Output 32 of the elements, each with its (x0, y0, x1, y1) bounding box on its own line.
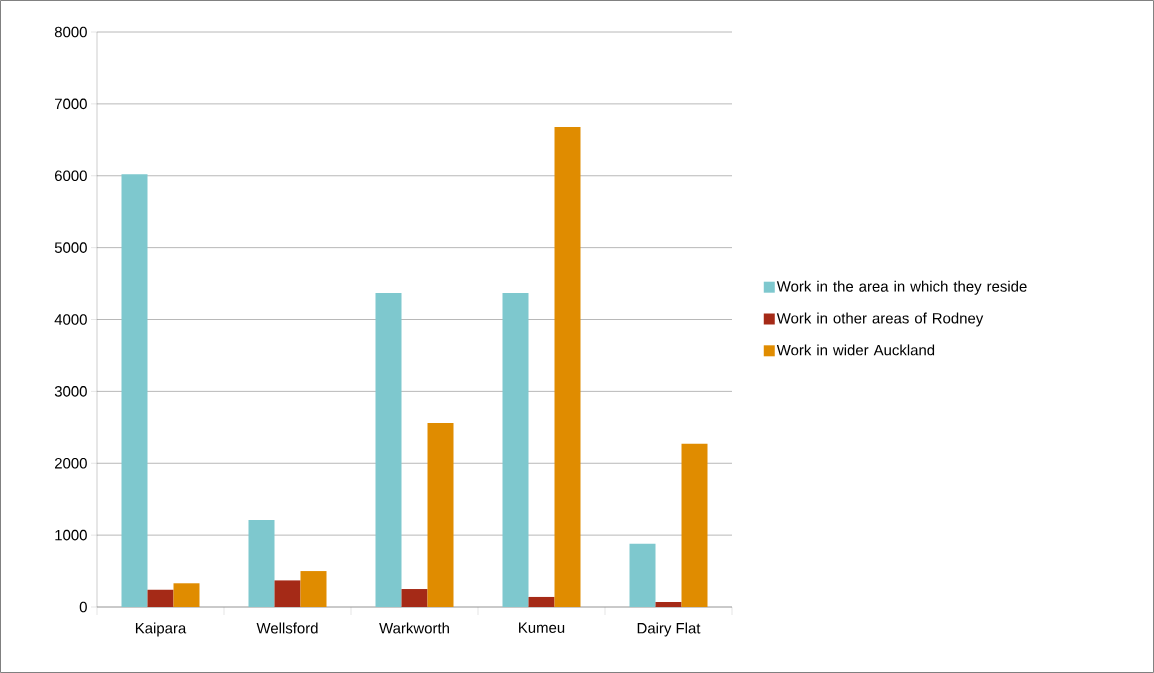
y-tick-label: 2000 (54, 457, 87, 469)
bar (121, 174, 148, 607)
bar (629, 543, 656, 607)
bar (274, 580, 301, 607)
x-tick-label: Dairy Flat (637, 622, 701, 637)
bar (655, 601, 682, 607)
bar (300, 571, 327, 607)
y-tick-label: 3000 (54, 386, 87, 397)
bar (502, 292, 529, 607)
y-tick-label: 1000 (55, 529, 87, 541)
bar (173, 583, 200, 607)
bar (375, 292, 402, 607)
y-tick-label: 4000 (54, 314, 87, 325)
bar (427, 423, 454, 607)
x-tick-label: Warkworth (379, 622, 449, 634)
x-tick-label: Wellsford (256, 622, 318, 634)
y-tick-label: 6000 (55, 170, 87, 182)
bar (681, 443, 708, 607)
bar (401, 589, 428, 607)
x-tick-label: Kumeu (519, 622, 565, 633)
y-tick-label: 8000 (54, 26, 87, 38)
y-tick-label: 5000 (54, 242, 87, 253)
legend-label: Work in the area in which they reside (776, 280, 1027, 295)
legend-label: Work in wider Auckland (776, 344, 935, 356)
bar (248, 520, 275, 607)
y-tick-label: 7000 (55, 98, 87, 110)
legend-label: Work in other areas of Rodney (776, 312, 984, 327)
bar (528, 596, 555, 607)
bar (147, 589, 174, 607)
y-tick-label: 0 (79, 601, 87, 613)
x-tick-label: Kaipara (135, 622, 187, 637)
bar (554, 126, 581, 607)
